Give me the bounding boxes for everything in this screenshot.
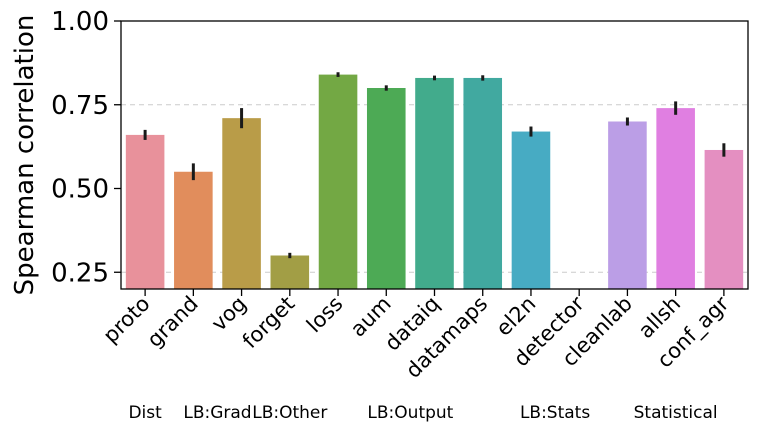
group-labels: Dist LB:Grad LB:Other LB:Output LB:Stats Stat… <box>128 403 717 423</box>
x-tick-label-grand: grand <box>142 292 202 352</box>
error-bars <box>143 72 726 259</box>
bar-datamaps <box>463 77 503 289</box>
group-label: Dist <box>128 403 162 423</box>
y-axis-label: Spearman correlation <box>10 15 40 296</box>
y-tick-label: 1.00 <box>51 7 109 37</box>
bar-cleanlab <box>608 121 647 289</box>
x-tick-label-loss: loss <box>302 292 348 338</box>
group-label: LB:Grad <box>183 403 251 423</box>
bar-grand <box>174 171 213 289</box>
y-tick-label: 0.25 <box>51 258 109 288</box>
group-label: Statistical <box>634 403 718 423</box>
bar-el2n <box>511 131 551 289</box>
group-label: LB:Stats <box>520 403 590 423</box>
bar-dataiq <box>415 77 454 289</box>
bar-conf_agr <box>704 149 744 289</box>
bar-proto <box>125 134 165 289</box>
bar-loss <box>318 74 358 289</box>
bar-vog <box>222 118 261 290</box>
group-label: LB:Output <box>367 403 453 423</box>
x-tick-label-forget: forget <box>238 292 300 354</box>
bar-forget <box>270 255 310 289</box>
bars <box>125 74 744 290</box>
y-tick-label: 0.50 <box>51 175 109 205</box>
bar-allsh <box>656 108 695 289</box>
group-label: LB:Other <box>252 403 327 423</box>
bar-aum <box>366 88 406 289</box>
y-tick-label: 0.75 <box>51 91 109 121</box>
y-ticks: 0.25 0.50 0.75 1.00 <box>51 7 121 288</box>
